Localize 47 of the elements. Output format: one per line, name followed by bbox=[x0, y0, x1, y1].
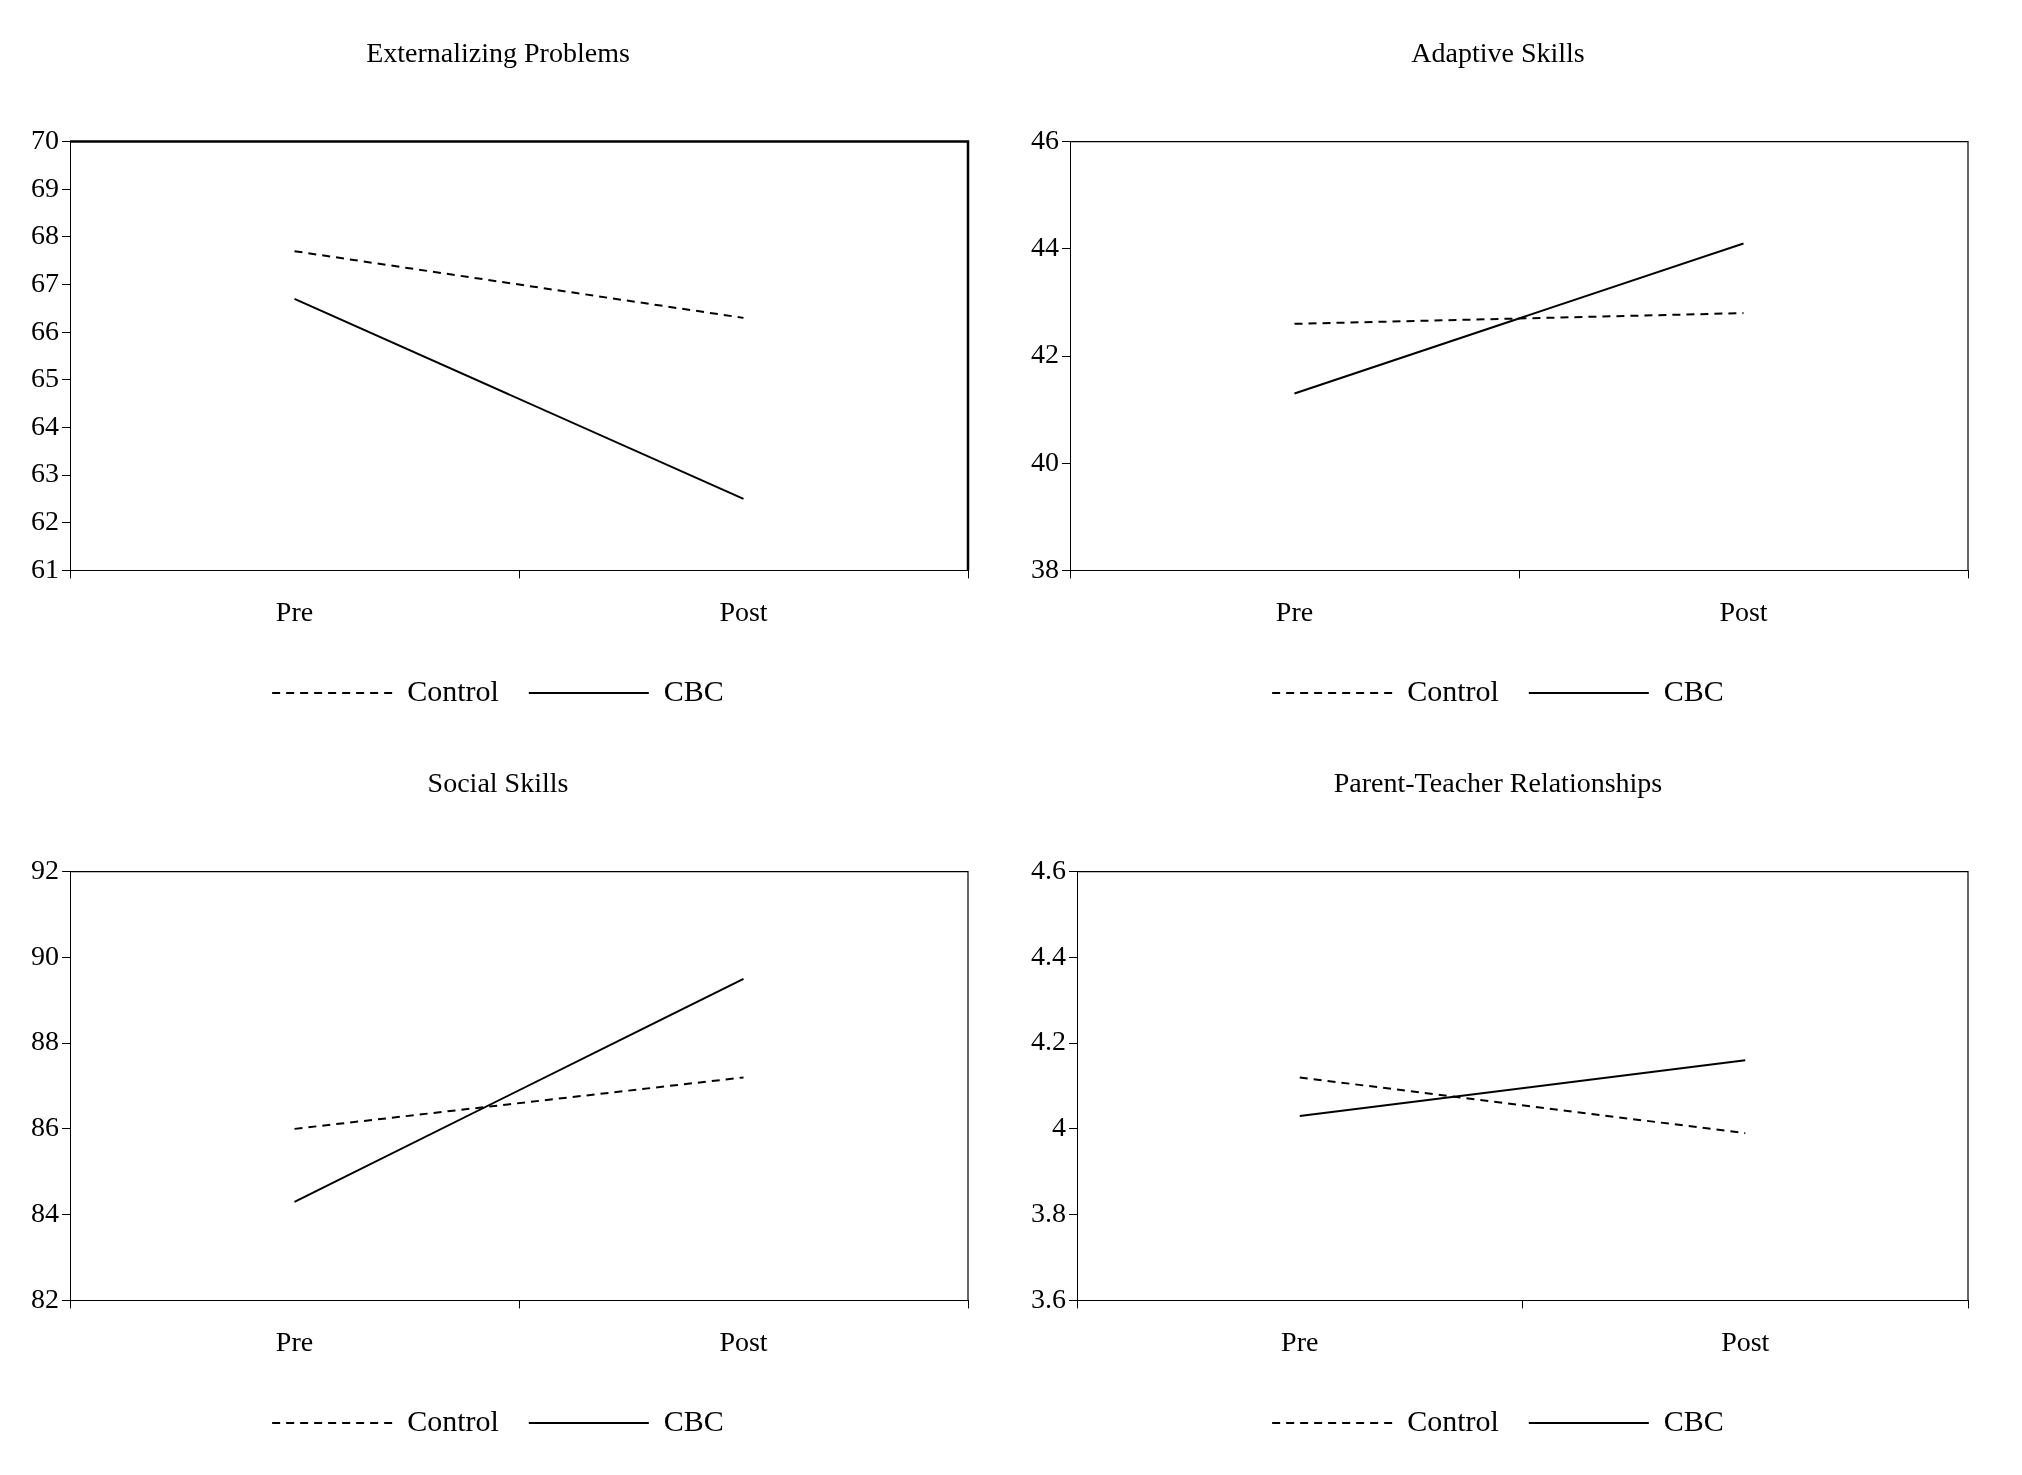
x-tick-label: Pre bbox=[275, 1325, 314, 1357]
legend-label: CBC bbox=[663, 1403, 724, 1437]
y-tick-label: 68 bbox=[31, 219, 59, 251]
legend-label: Control bbox=[1407, 673, 1499, 707]
legend-label: CBC bbox=[663, 673, 724, 707]
y-tick-label: 42 bbox=[1031, 338, 1059, 370]
y-tick-label: 82 bbox=[31, 1282, 59, 1314]
y-tick-label: 64 bbox=[31, 409, 59, 441]
x-tick-label: Pre bbox=[1281, 1325, 1319, 1357]
legend-label: CBC bbox=[1663, 1403, 1724, 1437]
y-tick-label: 62 bbox=[31, 505, 59, 537]
x-tick-label: Post bbox=[1719, 595, 1768, 627]
y-tick-label: 66 bbox=[31, 314, 59, 346]
chart-title: Social Skills bbox=[427, 767, 569, 799]
legend-label: CBC bbox=[1663, 673, 1724, 707]
chart-title: Parent-Teacher Relationships bbox=[1333, 767, 1663, 799]
y-tick-label: 4 bbox=[1052, 1111, 1066, 1143]
y-tick-label: 40 bbox=[1031, 445, 1059, 477]
y-tick-label: 3.8 bbox=[1031, 1197, 1066, 1228]
x-tick-label: Post bbox=[719, 1325, 768, 1357]
y-tick-label: 90 bbox=[31, 939, 59, 971]
y-tick-label: 70 bbox=[31, 123, 59, 155]
y-tick-label: 63 bbox=[31, 457, 59, 489]
legend-label: Control bbox=[407, 1403, 499, 1437]
y-tick-label: 86 bbox=[31, 1111, 59, 1143]
y-tick-label: 69 bbox=[31, 171, 59, 203]
y-tick-label: 88 bbox=[31, 1025, 59, 1057]
x-tick-label: Pre bbox=[1275, 595, 1314, 627]
y-tick-label: 84 bbox=[31, 1197, 59, 1228]
y-tick-label: 4.2 bbox=[1031, 1025, 1066, 1057]
x-tick-label: Post bbox=[719, 595, 768, 627]
chart-title: Adaptive Skills bbox=[1411, 37, 1585, 69]
y-tick-label: 4.6 bbox=[1031, 853, 1066, 885]
y-tick-label: 38 bbox=[1031, 552, 1059, 584]
y-tick-label: 46 bbox=[1031, 123, 1059, 155]
y-tick-label: 4.4 bbox=[1031, 939, 1066, 971]
chart-title: Externalizing Problems bbox=[366, 37, 630, 69]
x-tick-label: Pre bbox=[275, 595, 314, 627]
y-tick-label: 92 bbox=[31, 853, 59, 885]
legend-label: Control bbox=[407, 673, 499, 707]
y-tick-label: 44 bbox=[1031, 231, 1059, 263]
y-tick-label: 61 bbox=[31, 552, 59, 584]
y-tick-label: 67 bbox=[31, 266, 59, 298]
y-tick-label: 3.6 bbox=[1031, 1282, 1066, 1314]
x-tick-label: Post bbox=[1721, 1325, 1770, 1357]
legend-label: Control bbox=[1407, 1403, 1499, 1437]
y-tick-label: 65 bbox=[31, 362, 59, 394]
